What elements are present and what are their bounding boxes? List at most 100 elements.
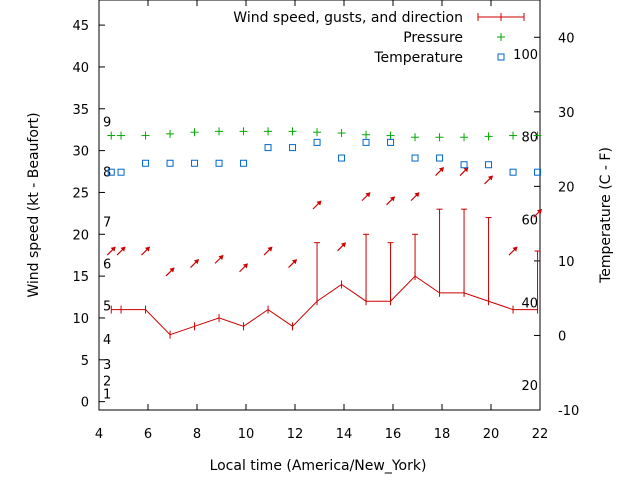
x-tick-label: 12 [287,427,304,442]
arrow-head [512,246,518,252]
arrow-head [438,167,444,173]
wind-direction-arrow [484,175,493,185]
arrow-head [120,246,126,252]
pressure-point [107,131,116,140]
x-tick-label: 8 [193,427,201,442]
beaufort-label: 7 [103,216,111,231]
arrow-head [242,263,248,269]
x-tick-label: 4 [95,427,103,442]
pressure-point [141,131,150,140]
wind-direction-arrow [106,246,116,256]
fahrenheit-label: 40 [521,296,538,311]
x-tick-label: 22 [532,427,549,442]
y-left-tick-label: 40 [72,61,89,76]
fahrenheit-label: 80 [521,131,538,146]
arrow-head [487,175,493,181]
wind-direction-arrow [214,254,224,264]
y-axis-label-left: Wind speed (kt - Beaufort) [26,112,42,297]
x-tick-label: 6 [144,427,152,442]
y-right-tick-label: -10 [558,404,579,419]
arrow-head [144,246,150,252]
x-tick-label: 20 [483,427,500,442]
beaufort-label: 4 [103,333,111,348]
fahrenheit-label: 20 [521,379,538,394]
axes: 4 6 8 10 12 14 16 18 20 22051015202530354045-1001… [72,0,579,442]
temperature-point [240,159,248,167]
y-axis-label-right: Temperature (C - F) [598,147,614,284]
pressure-point [215,127,224,136]
x-tick-label: 10 [238,427,255,442]
legend-temperature-sample [497,53,505,61]
y-left-tick-label: 25 [72,186,89,201]
arrow-head [218,254,224,260]
arrow-head [536,208,542,214]
arrow-head [193,259,199,265]
temperature-point [411,154,419,162]
wind-direction-arrow [386,196,395,206]
wind-direction-arrow [312,200,322,210]
pressure-point [509,131,518,140]
temperature-point [117,168,125,176]
wind-direction-arrow [508,246,518,256]
beaufort-label: 3 [103,358,111,373]
temperature-point [362,138,370,146]
plot-frame [98,0,541,411]
y-left-tick-label: 15 [72,270,89,285]
y-left-tick-label: 45 [72,19,89,34]
arrow-head [340,242,346,248]
pressure-point [337,129,346,138]
pressure-point [117,131,126,140]
fahrenheit-label: 100 [513,48,538,63]
beaufort-label: 2 [103,375,111,390]
temperature-point [485,161,493,169]
wind-direction-arrow [337,242,346,252]
pressure-point [239,127,248,136]
x-axis-label: Local time (America/New_York) [210,458,427,474]
beaufort-label: 9 [103,115,111,130]
arrow-head [291,259,297,265]
y-left-tick-label: 20 [72,228,89,243]
pressure-point [484,132,493,141]
pressure-point [411,133,420,142]
pressure-point [313,128,322,137]
temperature-point [191,159,199,167]
legend-temperature-label: Temperature [373,50,463,66]
temperature-point [264,144,272,152]
y-right-tick-label: 0 [558,329,566,344]
x-tick-label: 14 [336,427,353,442]
y-right-tick-label: 10 [558,255,575,270]
wind-direction-arrow [141,246,150,256]
arrow-head [389,196,395,202]
arrow-head [267,246,273,252]
wind-direction-arrow [239,263,248,273]
temperature-point [166,159,174,167]
y-right-tick-label: 20 [558,180,575,195]
pressure-point [166,129,175,138]
beaufort-label: 8 [103,166,111,181]
y-left-tick-label: 0 [81,396,89,411]
wind-direction-arrow [116,246,126,256]
pressure-point [533,131,542,140]
pressure-point [386,131,395,140]
x-tick-label: 18 [434,427,451,442]
beaufort-label: 1 [103,387,111,402]
wind-direction-arrow [435,167,444,176]
y-left-tick-label: 5 [81,354,89,369]
temperature-point [313,138,321,146]
temperature-point [387,138,395,146]
y-right-tick-label: 30 [558,106,575,121]
pressure-point [435,133,444,142]
wind-direction-arrow [361,192,371,202]
y-left-tick-label: 35 [72,103,89,118]
pressure-point [264,127,273,136]
arrow-head [414,192,420,198]
wind-direction-arrow [288,259,297,268]
pressure-point [288,127,297,136]
temperature-point [107,168,115,176]
plot-marks [106,127,542,339]
temperature-point [436,154,444,162]
legend-wind-label: Wind speed, gusts, and direction [233,10,463,26]
arrow-head [110,246,116,252]
arrow-head [169,267,175,273]
wind-direction-arrow [190,259,199,268]
